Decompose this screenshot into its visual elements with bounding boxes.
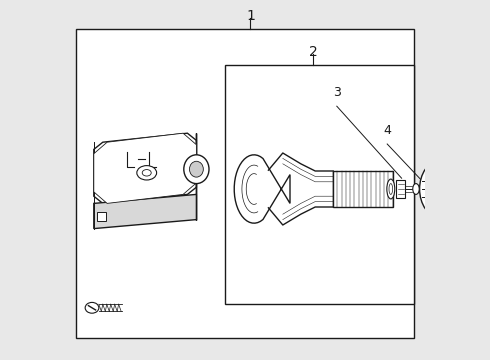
- Polygon shape: [94, 133, 196, 203]
- Ellipse shape: [184, 155, 209, 184]
- Ellipse shape: [142, 170, 151, 176]
- Ellipse shape: [419, 161, 459, 217]
- Text: 2: 2: [309, 45, 318, 59]
- Ellipse shape: [413, 184, 419, 194]
- Polygon shape: [98, 212, 106, 221]
- Ellipse shape: [389, 184, 392, 194]
- Polygon shape: [94, 194, 196, 229]
- Ellipse shape: [137, 166, 157, 180]
- Text: 4: 4: [383, 124, 391, 137]
- Bar: [225, 65, 414, 304]
- Ellipse shape: [85, 302, 99, 313]
- Bar: [396, 180, 405, 198]
- Polygon shape: [94, 133, 196, 203]
- Bar: [76, 29, 414, 338]
- Circle shape: [439, 183, 451, 195]
- Ellipse shape: [190, 161, 203, 177]
- Ellipse shape: [387, 179, 395, 199]
- Text: 3: 3: [333, 86, 341, 99]
- Bar: [333, 171, 392, 207]
- Text: 1: 1: [246, 9, 255, 23]
- Polygon shape: [234, 155, 290, 223]
